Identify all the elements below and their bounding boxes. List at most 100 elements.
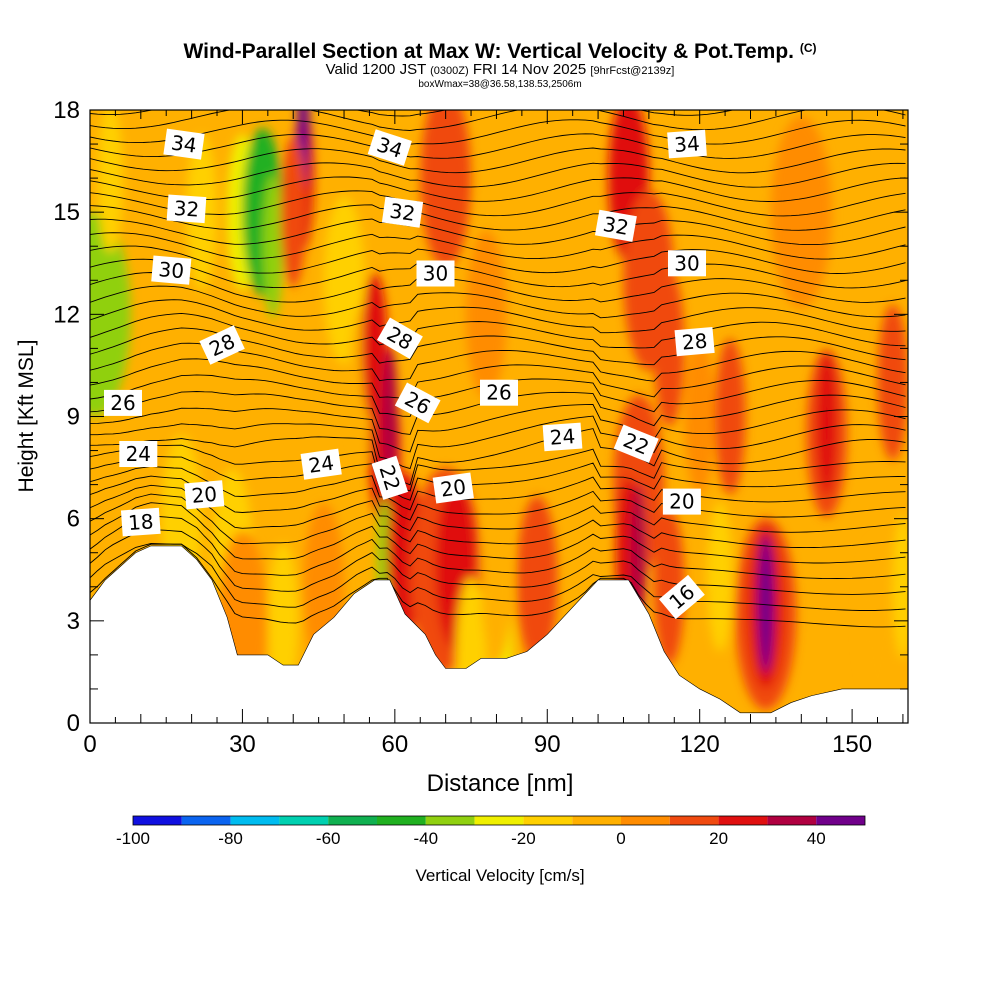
theta-label-text: 18 bbox=[127, 509, 154, 535]
colorbar-tick-label: -100 bbox=[116, 829, 150, 848]
velocity-cell bbox=[770, 116, 832, 309]
theta-contour-line bbox=[90, 465, 906, 511]
valid-utc: (0300Z) bbox=[430, 65, 469, 77]
theta-contour-line bbox=[90, 272, 906, 303]
velocity-cells bbox=[90, 110, 908, 723]
colorbar-swatch bbox=[669, 816, 719, 825]
theta-contour-line bbox=[90, 502, 906, 564]
theta-contour-label: 24 bbox=[542, 422, 583, 452]
theta-contour-line bbox=[90, 543, 906, 611]
theta-contour-label: 24 bbox=[119, 441, 158, 467]
theta-contour-line bbox=[90, 312, 906, 349]
theta-label-text: 26 bbox=[486, 381, 511, 405]
theta-contour-label: 30 bbox=[668, 250, 706, 277]
velocity-cell bbox=[382, 347, 398, 486]
theta-contour-line bbox=[90, 404, 906, 453]
y-tick-label: 15 bbox=[53, 199, 80, 226]
theta-contour-line bbox=[90, 358, 906, 399]
colorbar-swatch bbox=[621, 816, 670, 825]
theta-label-text: 32 bbox=[388, 199, 417, 226]
colorbar-tick-label: 40 bbox=[807, 829, 826, 848]
colorbar-tick-label: -20 bbox=[511, 829, 536, 848]
box-info: boxWmax=38@36.58,138.53,2506m bbox=[418, 79, 582, 90]
valid-date: FRI 14 Nov 2025 bbox=[472, 61, 587, 78]
theta-contour-line bbox=[90, 493, 906, 549]
valid-prefix: Valid 1200 JST bbox=[325, 61, 426, 78]
velocity-field bbox=[90, 110, 908, 723]
chart-title-text: Wind-Parallel Section at Max W: Vertical… bbox=[183, 40, 794, 63]
velocity-cell bbox=[262, 174, 284, 319]
theta-label-text: 28 bbox=[681, 329, 708, 355]
theta-contour-label: 32 bbox=[166, 194, 207, 224]
axes: 0 30 60 90 120 150 0 3 6 9 12 15 18 bbox=[53, 97, 908, 758]
velocity-cell bbox=[714, 338, 746, 495]
y-axis-label: Height [Kft MSL] bbox=[15, 340, 38, 493]
theta-label-text: 30 bbox=[423, 262, 448, 286]
theta-contour-label: 32 bbox=[594, 209, 637, 242]
colorbar-swatch bbox=[767, 816, 817, 825]
valid-time: Valid 1200 JST (0300Z) FRI 14 Nov 2025 [… bbox=[0, 62, 1000, 79]
theta-contour-label: 24 bbox=[300, 448, 342, 480]
terrain-mask bbox=[90, 545, 908, 723]
colorbar-tick-label: 0 bbox=[616, 829, 625, 848]
colorbar-swatch bbox=[279, 816, 329, 825]
velocity-cell bbox=[653, 270, 685, 427]
theta-contour-line bbox=[90, 162, 906, 188]
theta-contour-label: 20 bbox=[184, 480, 225, 510]
theta-label-text: 20 bbox=[439, 474, 468, 501]
theta-contour-label: 34 bbox=[163, 128, 205, 160]
theta-contour-label: 30 bbox=[416, 260, 455, 287]
theta-contour-label: 30 bbox=[151, 255, 192, 285]
colorbar-swatch bbox=[572, 816, 621, 825]
velocity-cell bbox=[707, 501, 733, 652]
colorbar-tick-label: -80 bbox=[218, 829, 243, 848]
theta-label-text: 32 bbox=[173, 196, 200, 222]
y-tick-label: 12 bbox=[53, 301, 80, 328]
theta-contours bbox=[90, 110, 906, 628]
theta-contour-label: 34 bbox=[367, 129, 412, 166]
theta-label-text: 26 bbox=[110, 391, 135, 415]
velocity-cell bbox=[420, 110, 472, 269]
theta-contour-line bbox=[90, 455, 906, 501]
theta-label-text: 30 bbox=[158, 257, 185, 283]
title-block: Wind-Parallel Section at Max W: Vertical… bbox=[0, 36, 1000, 91]
theta-contour-line bbox=[90, 415, 906, 470]
y-tick-label: 3 bbox=[67, 608, 80, 635]
colorbar-tick-label: -60 bbox=[316, 829, 341, 848]
colorbar-swatch bbox=[718, 816, 768, 825]
theta-contour-label: 26 bbox=[104, 389, 142, 416]
x-tick-label: 30 bbox=[229, 731, 256, 758]
theta-contour-label: 28 bbox=[674, 326, 715, 357]
colorbar-swatch bbox=[377, 816, 426, 825]
velocity-cell bbox=[684, 338, 715, 495]
theta-label-text: 24 bbox=[307, 451, 336, 478]
forecast-info: [9hrFcst@2139z] bbox=[590, 65, 675, 77]
theta-label-text: 20 bbox=[191, 482, 218, 508]
theta-contour-line bbox=[90, 190, 906, 217]
theta-label-text: 34 bbox=[170, 130, 199, 157]
theta-contour-line bbox=[90, 484, 906, 533]
theta-contour-label: 20 bbox=[432, 472, 474, 504]
theta-contour-line bbox=[90, 176, 906, 202]
colorbar-swatch bbox=[425, 816, 475, 825]
theta-label-text: 24 bbox=[549, 424, 576, 450]
y-tick-label: 9 bbox=[67, 404, 80, 431]
theta-contour-line bbox=[90, 299, 906, 334]
theta-contour-line bbox=[90, 515, 906, 580]
theta-contour-line bbox=[90, 232, 906, 260]
x-tick-label: 0 bbox=[83, 731, 96, 758]
copyright-mark: (C) bbox=[799, 41, 817, 55]
theta-label-text: 30 bbox=[674, 251, 699, 275]
theta-contour-label: 22 bbox=[371, 455, 409, 500]
theta-contour-line bbox=[90, 285, 906, 319]
theta-contour-line bbox=[90, 245, 906, 274]
colorbar-swatch bbox=[230, 816, 280, 825]
x-tick-label: 120 bbox=[680, 731, 720, 758]
theta-contour-line bbox=[90, 428, 906, 486]
velocity-cell bbox=[323, 196, 365, 365]
theta-label-text: 24 bbox=[126, 442, 151, 466]
theta-contour-label: 32 bbox=[381, 196, 424, 228]
x-tick-label: 90 bbox=[534, 731, 561, 758]
